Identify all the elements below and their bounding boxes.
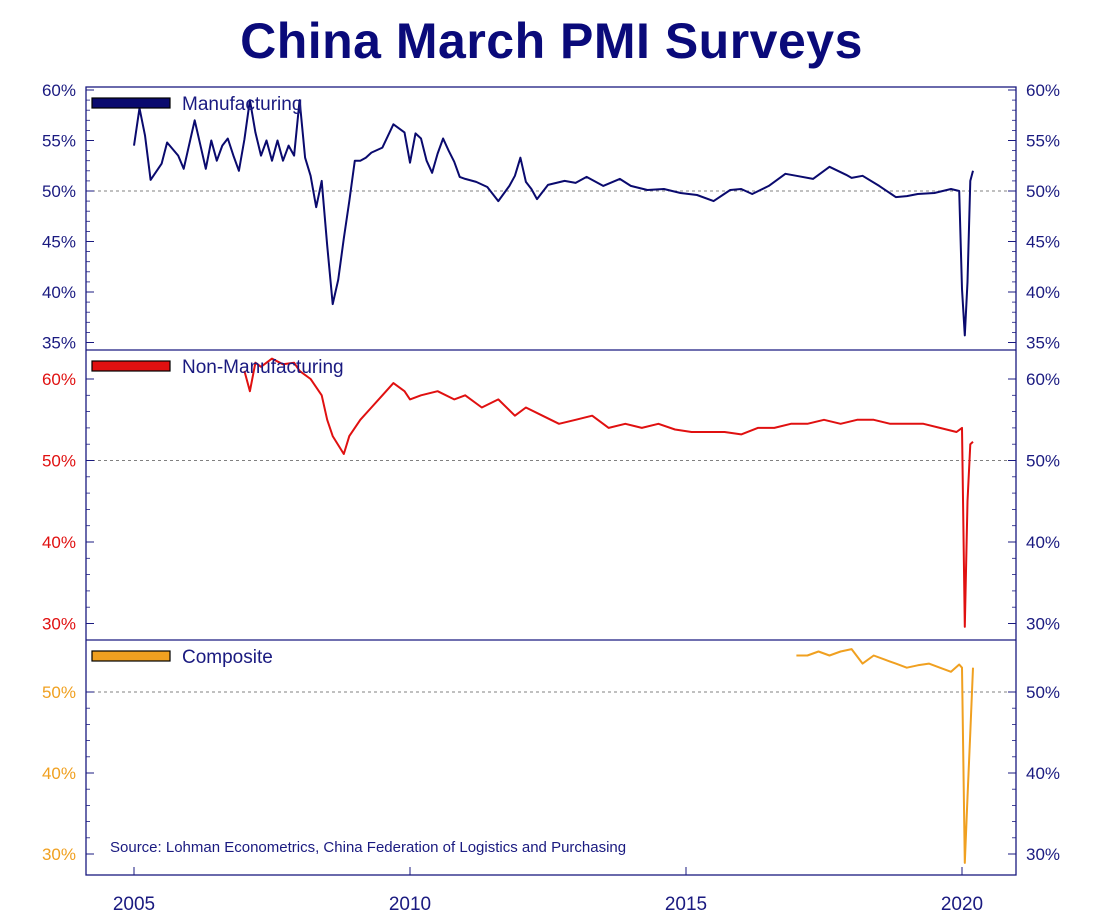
- x-tick-label: 2010: [389, 894, 431, 915]
- series-line-non-manufacturing: [243, 357, 974, 628]
- legend-label: Composite: [182, 647, 273, 668]
- y-tick-label-left: 40%: [42, 764, 76, 783]
- y-tick-label-left: 30%: [42, 845, 76, 864]
- y-tick-label-right: 40%: [1026, 533, 1060, 552]
- legend-swatch: [91, 97, 171, 109]
- x-tick-label: 2005: [113, 894, 155, 915]
- x-tick-label: 2020: [941, 894, 983, 915]
- reference-lines: [86, 190, 1016, 693]
- y-tick-label-left: 45%: [42, 233, 76, 252]
- y-tick-label-left: 35%: [42, 334, 76, 353]
- y-tick-label-right: 50%: [1026, 683, 1060, 702]
- legend-swatch: [91, 650, 171, 662]
- y-tick-label-left: 40%: [42, 533, 76, 552]
- series-lines: [133, 99, 974, 864]
- x-tick-label: 2015: [665, 894, 707, 915]
- y-tick-label-right: 30%: [1026, 615, 1060, 634]
- y-tick-label-left: 30%: [42, 615, 76, 634]
- y-tick-label-left: 50%: [42, 452, 76, 471]
- plot-frame: [85, 86, 1017, 876]
- y-tick-label-left: 50%: [42, 683, 76, 702]
- y-tick-label-left: 60%: [42, 81, 76, 100]
- legends: Manufacturing Non-Manufacturing Composite: [91, 94, 344, 668]
- chart-frame: [85, 86, 1017, 876]
- y-tick-label-right: 60%: [1026, 370, 1060, 389]
- y-tick-label-left: 55%: [42, 132, 76, 151]
- series-line-composite: [796, 648, 974, 864]
- series-line-manufacturing: [133, 99, 974, 337]
- y-tick-label-left: 60%: [42, 370, 76, 389]
- y-tick-label-right: 50%: [1026, 452, 1060, 471]
- y-tick-label-left: 50%: [42, 182, 76, 201]
- y-tick-label-right: 50%: [1026, 182, 1060, 201]
- y-tick-label-left: 40%: [42, 283, 76, 302]
- y-tick-label-right: 35%: [1026, 334, 1060, 353]
- legend-label: Manufacturing: [182, 94, 302, 115]
- y-tick-label-right: 40%: [1026, 764, 1060, 783]
- y-tick-label-right: 45%: [1026, 233, 1060, 252]
- chart-title: China March PMI Surveys: [240, 13, 863, 69]
- legend-swatch: [91, 360, 171, 372]
- axes: 35% 35% 40% 40% 45% 45% 50% 50% 55% 55% 60% 60% 30% 3…: [42, 81, 1060, 915]
- y-tick-label-right: 40%: [1026, 283, 1060, 302]
- y-tick-label-right: 60%: [1026, 81, 1060, 100]
- legend-label: Non-Manufacturing: [182, 357, 344, 378]
- source-note: Source: Lohman Econometrics, China Feder…: [110, 839, 626, 856]
- y-tick-label-right: 30%: [1026, 845, 1060, 864]
- y-tick-label-right: 55%: [1026, 132, 1060, 151]
